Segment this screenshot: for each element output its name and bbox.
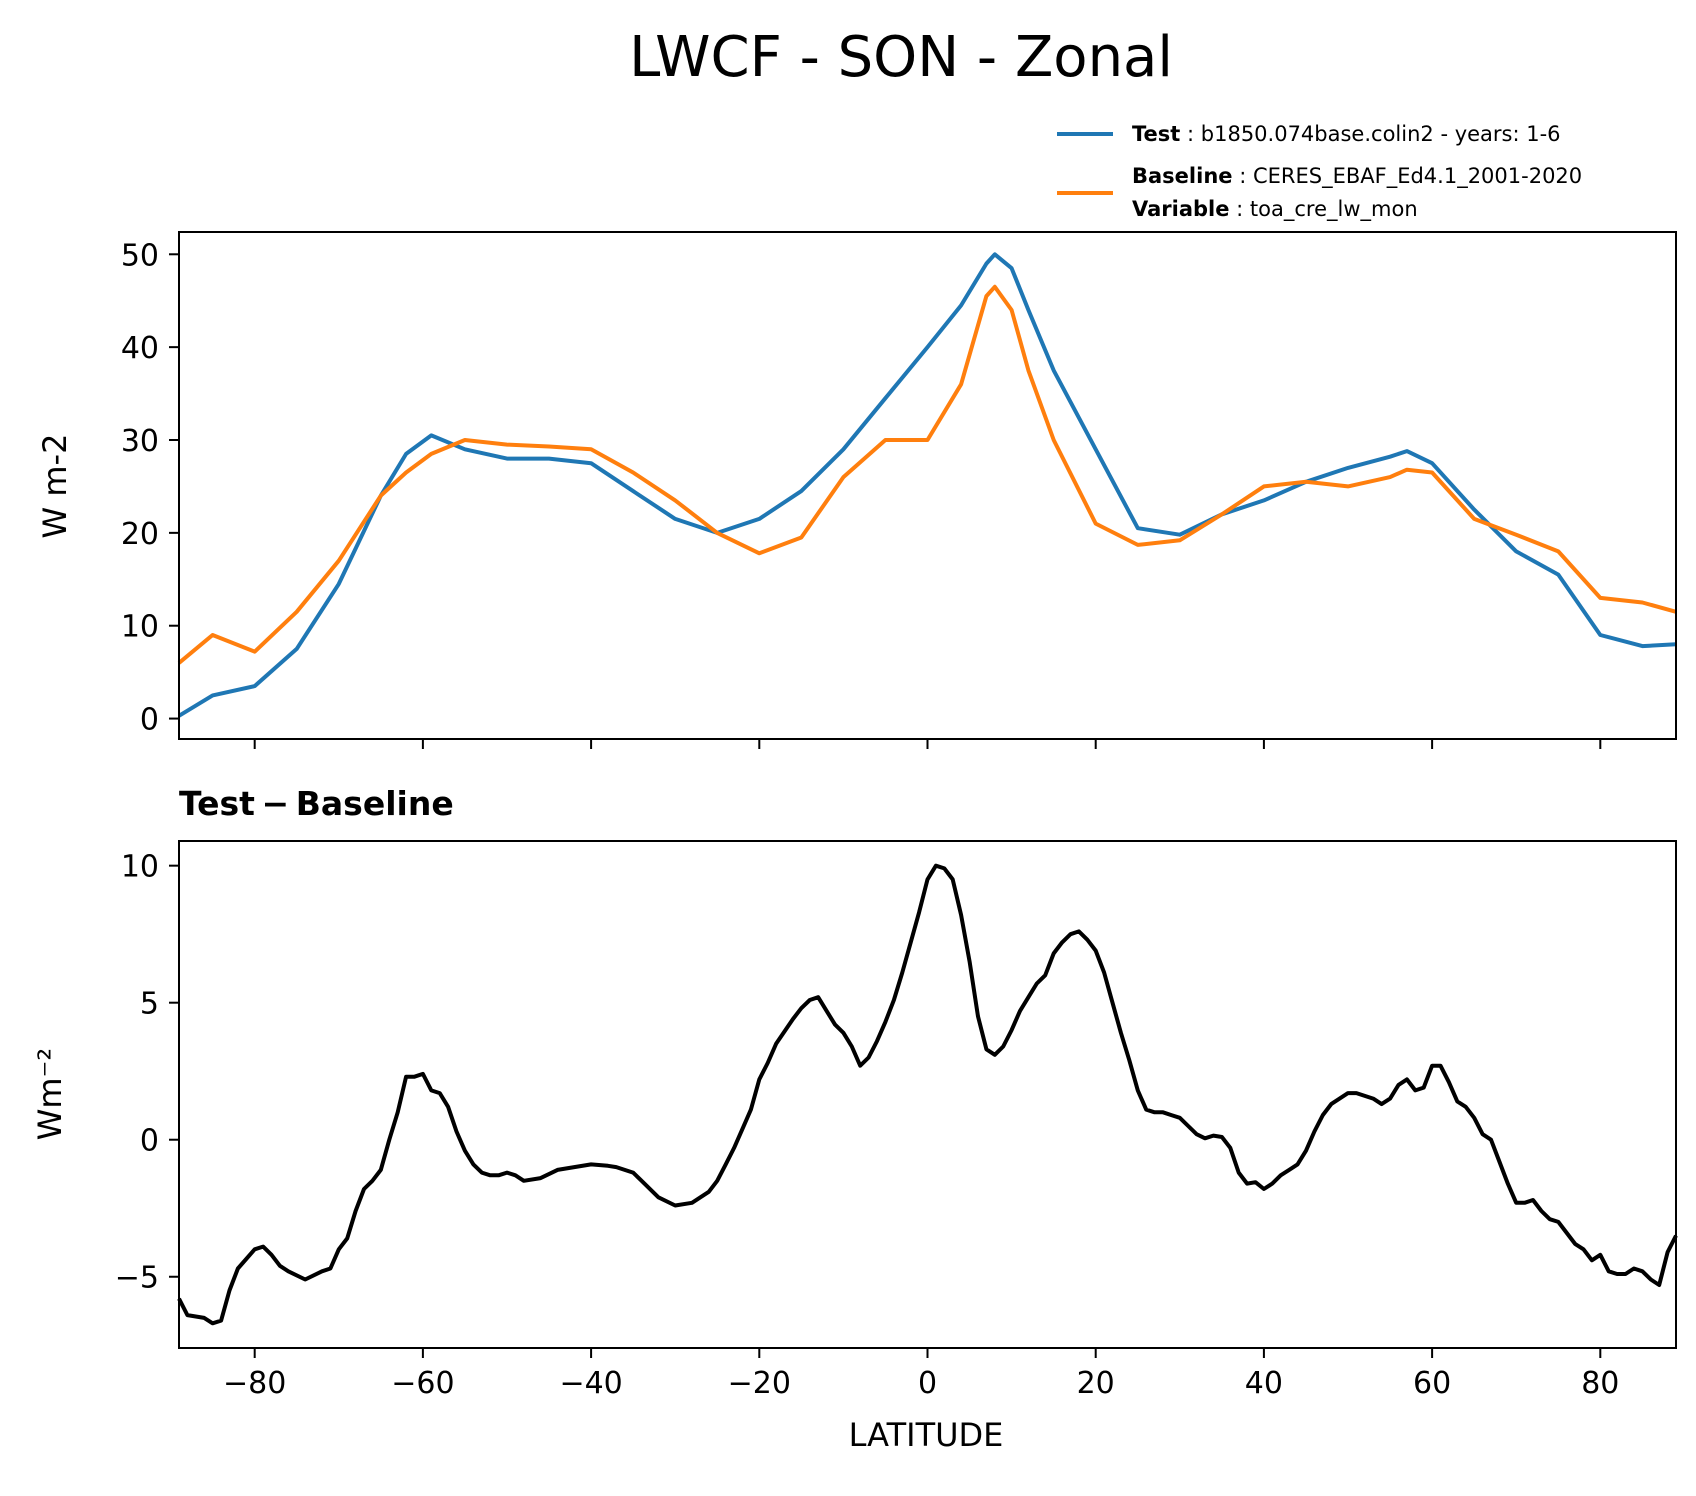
bottom-y-axis-label: Wm⁻² [31,1048,69,1141]
bottom-y-tick-label: 0 [140,1124,159,1159]
legend-key-baseline: Baseline [1132,164,1233,188]
x-tick-label: −20 [728,1366,791,1401]
x-tick-label: 80 [1581,1366,1619,1401]
top-plot-frame [178,231,1677,740]
bottom-plot-frame [178,840,1677,1349]
bottom-ticks: −80 −60 −40 −20 0 20 40 60 80 −5 0 5 10 [115,850,1620,1401]
top-y-tick-label: 0 [140,703,159,738]
x-axis-label: LATITUDE [849,1416,1004,1454]
series-line-test [177,252,1677,718]
x-tick-label: 0 [918,1366,937,1401]
top-series-lines [177,252,1677,718]
top-y-axis-label: W m-2 [36,434,74,539]
bottom-y-tick-label: −5 [115,1261,159,1296]
legend: Test : b1850.074base.colin2 - years: 1-6… [1057,122,1582,222]
top-y-tick-label: 30 [121,424,159,459]
legend-key-test: Test [1132,122,1180,146]
top-y-tick-label: 50 [121,238,159,273]
top-y-tick-label: 20 [121,517,159,552]
legend-key-variable: Variable [1132,197,1229,221]
legend-entry-baseline: Baseline : CERES_EBAF_Ed4.1_2001-2020 [1132,164,1582,189]
bottom-y-tick-label: 5 [140,987,159,1022]
bottom-panel-title: Test − Baseline [179,784,454,823]
x-tick-label: −60 [391,1366,454,1401]
top-y-tick-label: 10 [121,610,159,645]
legend-text-baseline: CERES_EBAF_Ed4.1_2001-2020 [1253,164,1582,189]
x-tick-label: 60 [1413,1366,1451,1401]
legend-entry-test: Test : b1850.074base.colin2 - years: 1-6 [1132,122,1561,146]
bottom-series-lines [177,863,1678,1326]
bottom-y-tick-label: 10 [121,850,159,885]
x-tick-label: 20 [1077,1366,1115,1401]
top-y-tick-label: 40 [121,331,159,366]
x-tick-label: −80 [223,1366,286,1401]
x-tick-label: 40 [1245,1366,1283,1401]
legend-text-variable: toa_cre_lw_mon [1250,197,1418,222]
legend-text-test: b1850.074base.colin2 - years: 1-6 [1201,122,1561,146]
top-panel: 0 10 20 30 40 50 W m-2 [36,231,1677,749]
top-ticks: 0 10 20 30 40 50 [121,238,1602,749]
series-line-difference [177,863,1678,1326]
x-tick-label: −40 [559,1366,622,1401]
series-line-baseline [177,284,1677,665]
figure-title: LWCF - SON - Zonal [629,25,1173,90]
legend-entry-variable: Variable : toa_cre_lw_mon [1132,197,1418,222]
bottom-panel: Test − Baseline −80 −60 −40 −20 0 20 40 60 80 −5 0… [31,784,1678,1454]
